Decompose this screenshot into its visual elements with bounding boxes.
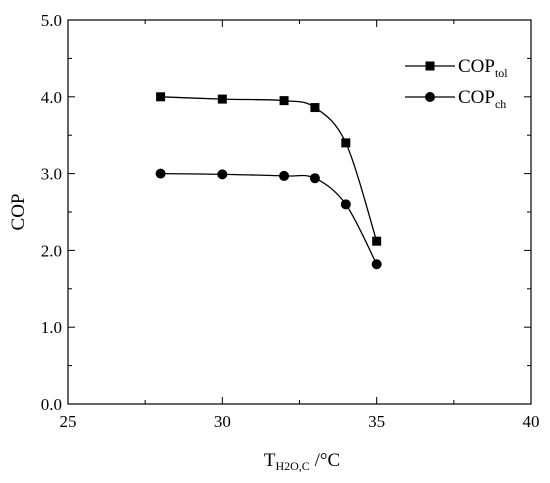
data-point-square [279,96,289,106]
legend-label-ch: COPch [458,87,506,111]
data-point-square [341,138,351,148]
axis-tick-labels: 25 30 35 40 0.0 1.0 2.0 3.0 4.0 5.0 [41,11,540,431]
legend-label-tol: COPtol [458,56,508,80]
x-tick-label: 40 [523,412,540,431]
legend-label-ch-sub: ch [495,97,506,111]
data-point-square [310,103,320,113]
legend: COPtol COPch [405,56,508,111]
data-point-square [372,236,382,246]
y-tick-label: 0.0 [41,395,62,414]
series-layer [155,92,382,270]
legend-entry-ch: COPch [405,87,506,111]
x-tick-label: 25 [60,412,77,431]
x-tick-label: 30 [214,412,231,431]
axis-ticks [67,19,532,405]
legend-label-ch-main: COP [458,87,495,108]
y-tick-label: 2.0 [41,241,62,260]
y-tick-label: 5.0 [41,11,62,30]
series-line-tol [160,96,378,242]
x-axis-title: TH2O,C /°C [264,450,340,473]
data-point-circle [309,173,320,184]
plot-frame [67,19,532,405]
data-point-circle [155,168,166,179]
x-axis-title-sub: H2O,C [275,459,309,473]
legend-marker-square [425,61,435,71]
y-axis-title: COP [8,194,29,231]
legend-entry-tol: COPtol [405,56,508,80]
legend-label-tol-main: COP [458,56,495,77]
y-tick-label: 4.0 [41,88,62,107]
y-tick-label: 3.0 [41,165,62,184]
x-axis-title-main: T [264,450,276,471]
x-tick-label: 35 [368,412,385,431]
data-point-circle [371,259,382,270]
legend-marker-circle [425,92,435,102]
data-point-circle [279,170,290,181]
data-point-circle [340,199,351,210]
series-line-ch [160,172,378,265]
y-tick-label: 1.0 [41,318,62,337]
legend-label-tol-sub: tol [495,66,508,80]
data-point-square [156,92,166,102]
data-point-square [217,94,227,104]
data-point-circle [217,169,228,180]
x-axis-title-suffix: /°C [310,450,340,471]
